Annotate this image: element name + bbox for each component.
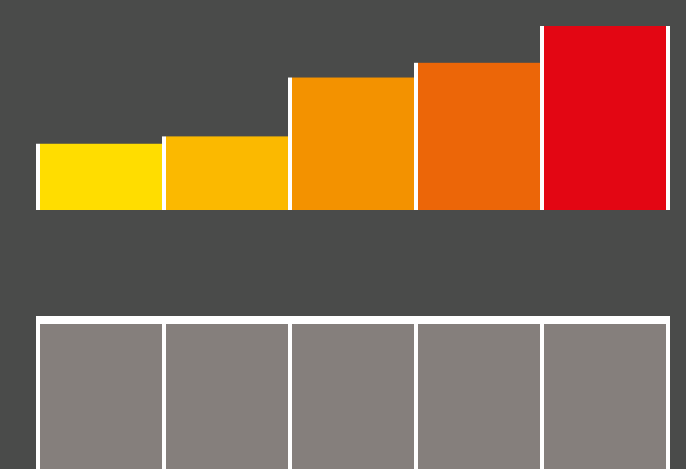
bar-1 bbox=[40, 143, 162, 210]
bar-divider-end bbox=[666, 26, 670, 210]
bar-5 bbox=[544, 26, 666, 210]
lower-panel-cell-2 bbox=[166, 324, 288, 469]
lower-panel-cell-4 bbox=[418, 324, 540, 469]
lower-panel-cell-5 bbox=[544, 324, 666, 469]
bar-divider-2 bbox=[162, 136, 166, 210]
bar-4 bbox=[418, 62, 540, 210]
bar-2 bbox=[166, 136, 288, 210]
bar-divider-3 bbox=[288, 77, 292, 211]
bar-divider-4 bbox=[414, 62, 418, 210]
bar-divider-5 bbox=[540, 26, 544, 210]
lower-panel-cell-1 bbox=[40, 324, 162, 469]
bar-divider-1 bbox=[36, 143, 40, 210]
bar-3 bbox=[292, 77, 414, 211]
lower-panel-cell-3 bbox=[292, 324, 414, 469]
